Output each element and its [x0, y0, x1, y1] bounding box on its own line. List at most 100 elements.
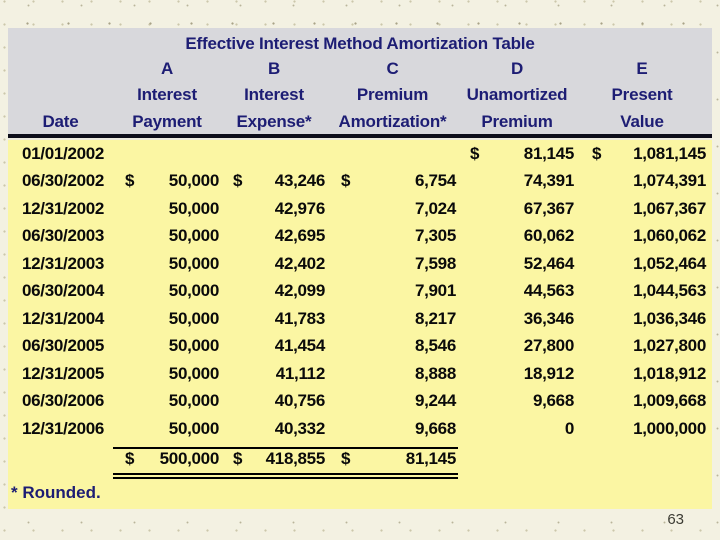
cell-date: 06/30/2005	[22, 336, 105, 356]
cell-premium-amortization: 7,305	[414, 226, 456, 246]
cell-unamortized-premium: 27,800	[523, 336, 575, 356]
table-row: 12/31/2005 50,000 41,112 8,888 18,912 1,…	[8, 360, 712, 388]
cell-date: 12/31/2002	[22, 198, 105, 218]
cell-date: 06/30/2002	[22, 171, 105, 191]
cell-interest-expense: 41,783	[274, 308, 326, 328]
cell-unamortized-premium: 60,062	[523, 226, 575, 246]
cell-interest-payment: 50,000	[168, 336, 220, 356]
cell-premium-amortization: 8,217	[414, 308, 456, 328]
cell-interest-payment: 50,000	[168, 198, 220, 218]
cell-interest-payment: 50,000	[168, 363, 220, 383]
cell-present-value: 1,074,391	[633, 171, 706, 191]
cell-date: 12/31/2003	[22, 253, 105, 273]
cell-unamortized-premium: 36,346	[523, 308, 575, 328]
table-row: 12/31/2004 50,000 41,783 8,217 36,346 1,…	[8, 305, 712, 333]
page-number: 63	[667, 511, 684, 528]
cell-present-value: 1,067,367	[633, 198, 706, 218]
column-letter-b: B	[267, 59, 281, 78]
cell-premium-amortization: 8,888	[414, 363, 456, 383]
cell-interest-payment: 50,000	[168, 171, 220, 191]
cell-totals-b-sign: $	[221, 446, 251, 469]
cell-totals-c-sign: $	[327, 446, 361, 469]
header-premium-amortization-bottom: Amortization*	[338, 112, 447, 131]
cell-c-sign: $	[341, 171, 351, 191]
totals-underline-row	[8, 472, 712, 479]
cell-present-value: 1,000,000	[633, 418, 706, 438]
cell-present-value: 1,009,668	[633, 391, 706, 411]
cell-present-value: 1,036,346	[633, 308, 706, 328]
cell-e-sign: $	[592, 143, 602, 163]
amortization-table: Effective Interest Method Amortization T…	[8, 28, 712, 509]
table-row: 01/01/2002 $ 81,145 $ 1,081,145	[8, 140, 712, 168]
header-interest-expense-bottom: Expense*	[236, 112, 312, 131]
table-row: 12/31/2003 50,000 42,402 7,598 52,464 1,…	[8, 250, 712, 278]
header-interest-expense-top: Interest	[244, 85, 304, 104]
cell-unamortized-premium: 18,912	[523, 363, 575, 383]
cell-date: 12/31/2006	[22, 418, 105, 438]
cell-d-sign: $	[470, 143, 480, 163]
cell-interest-expense: 40,756	[274, 391, 326, 411]
cell-present-value: 1,052,464	[633, 253, 706, 273]
cell-interest-expense: 42,695	[274, 226, 326, 246]
cell-interest-expense: 40,332	[274, 418, 326, 438]
table-row: 06/30/2002 $ 50,000 $ 43,246 $ 6,754 74,…	[8, 168, 712, 196]
cell-interest-payment: 50,000	[168, 226, 220, 246]
table-row: 06/30/2003 50,000 42,695 7,305 60,062 1,…	[8, 223, 712, 251]
cell-interest-expense: 42,099	[274, 281, 326, 301]
header-unamortized-premium-bottom: Premium	[481, 112, 553, 131]
cell-totals-premium-amortization: 81,145	[361, 446, 458, 469]
cell-interest-expense: 41,454	[274, 336, 326, 356]
cell-premium-amortization: 6,754	[414, 171, 456, 191]
column-name-row: Date Payment Expense* Amortization* Prem…	[8, 108, 712, 134]
cell-premium-amortization: 7,024	[414, 198, 456, 218]
cell-a-sign: $	[125, 171, 135, 191]
header-present-value-bottom: Value	[620, 112, 664, 131]
header-date: Date	[42, 112, 79, 131]
cell-totals-a-sign: $	[113, 446, 143, 469]
table-row: 06/30/2004 50,000 42,099 7,901 44,563 1,…	[8, 278, 712, 306]
cell-date: 06/30/2006	[22, 391, 105, 411]
cell-premium-amortization: 7,598	[414, 253, 456, 273]
column-letter-a: A	[160, 59, 174, 78]
cell-date: 12/31/2004	[22, 308, 105, 328]
header-interest-payment-top: Interest	[137, 85, 197, 104]
cell-date: 06/30/2004	[22, 281, 105, 301]
cell-present-value: 1,081,145	[633, 143, 706, 163]
cell-unamortized-premium: 0	[564, 418, 574, 438]
table-header: Effective Interest Method Amortization T…	[8, 28, 712, 134]
cell-interest-expense: 41,112	[275, 363, 326, 383]
cell-premium-amortization: 8,546	[414, 336, 456, 356]
table-body: 01/01/2002 $ 81,145 $ 1,081,145 06/30/20…	[8, 140, 712, 509]
cell-interest-expense: 43,246	[274, 171, 326, 191]
cell-interest-expense: 42,976	[274, 198, 326, 218]
cell-date: 12/31/2005	[22, 363, 105, 383]
cell-premium-amortization: 9,668	[414, 418, 456, 438]
cell-date: 01/01/2002	[22, 143, 105, 163]
cell-unamortized-premium: 81,145	[523, 143, 575, 163]
column-letter-d: D	[510, 59, 524, 78]
table-row: 06/30/2005 50,000 41,454 8,546 27,800 1,…	[8, 333, 712, 361]
column-letters-row: A B C D E	[8, 56, 712, 82]
column-letter-c: C	[386, 59, 399, 78]
cell-interest-payment: 50,000	[168, 391, 220, 411]
table-title: Effective Interest Method Amortization T…	[185, 34, 535, 53]
totals-row: $ 500,000 $ 418,855 $ 81,145	[8, 443, 712, 473]
cell-unamortized-premium: 44,563	[523, 281, 575, 301]
double-underline	[113, 472, 458, 479]
cell-interest-payment: 50,000	[168, 281, 220, 301]
table-row: 06/30/2006 50,000 40,756 9,244 9,668 1,0…	[8, 388, 712, 416]
cell-unamortized-premium: 9,668	[532, 391, 574, 411]
cell-present-value: 1,044,563	[633, 281, 706, 301]
cell-unamortized-premium: 67,367	[523, 198, 575, 218]
cell-interest-payment: 50,000	[168, 308, 220, 328]
cell-premium-amortization: 9,244	[414, 391, 456, 411]
cell-present-value: 1,060,062	[633, 226, 706, 246]
cell-unamortized-premium: 74,391	[523, 171, 575, 191]
header-divider	[8, 134, 712, 140]
header-present-value-top: Present	[611, 85, 673, 104]
cell-premium-amortization: 7,901	[414, 281, 456, 301]
cell-interest-payment: 50,000	[168, 418, 220, 438]
column-letter-e: E	[636, 59, 648, 78]
rounded-footnote: * Rounded.	[11, 482, 101, 502]
